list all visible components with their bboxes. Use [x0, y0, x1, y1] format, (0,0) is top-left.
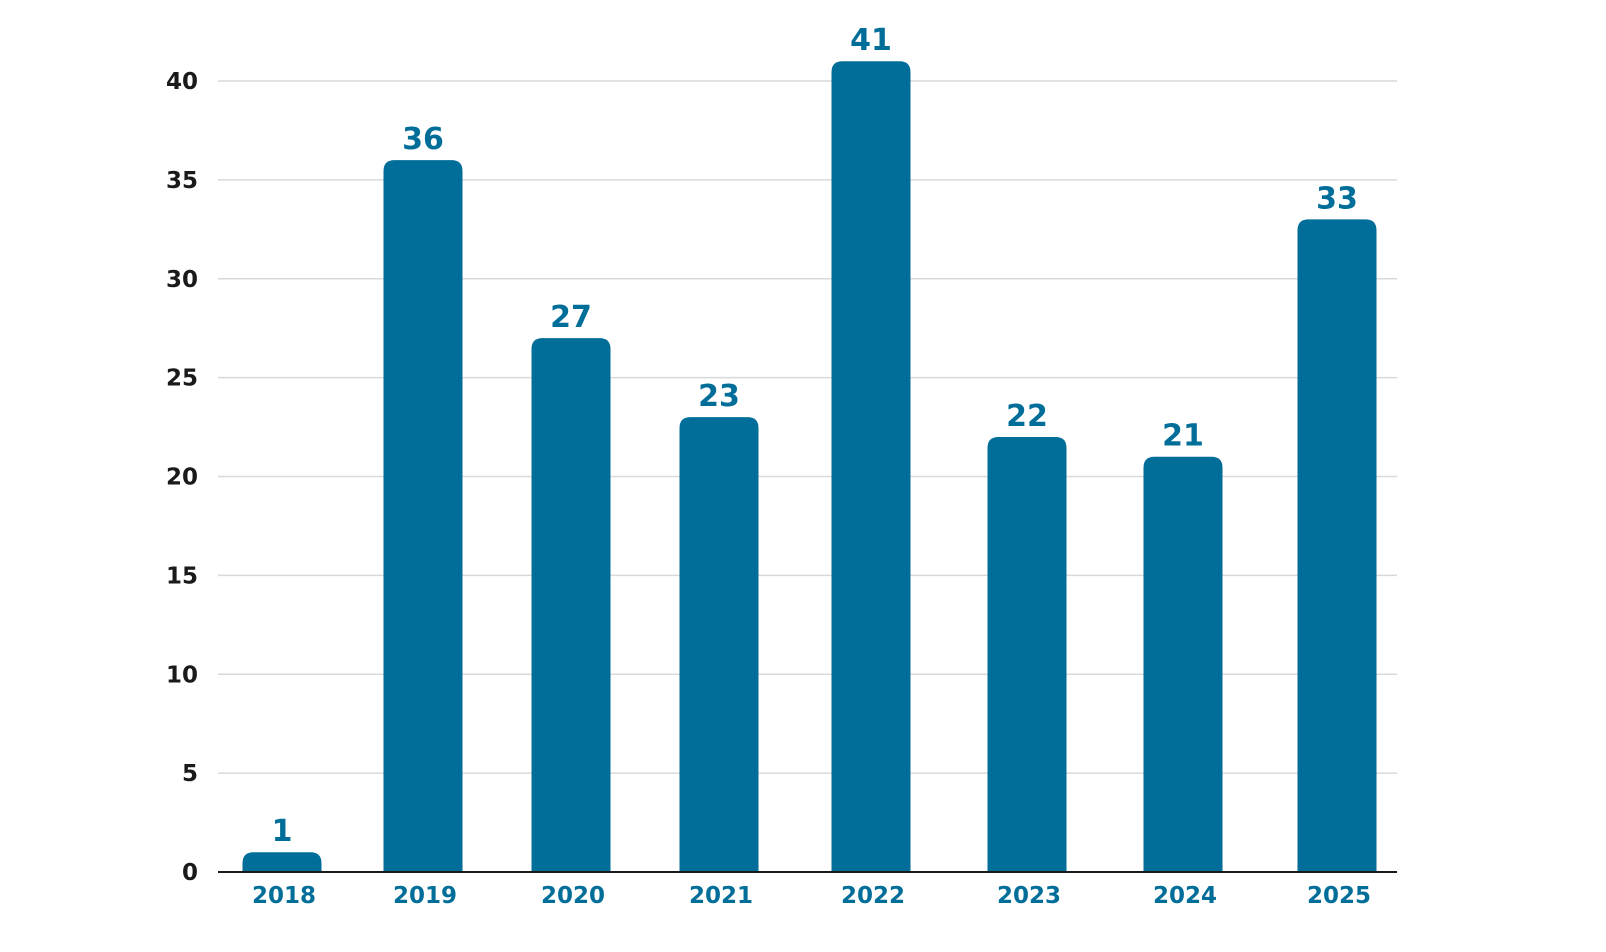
y-tick-label: 25 [166, 366, 198, 392]
y-tick-label: 40 [166, 69, 198, 95]
y-tick-label: 35 [166, 168, 198, 194]
x-tick-label-2019: 2019 [393, 883, 457, 909]
y-tick-label: 20 [166, 465, 198, 491]
data-label-2023: 22 [1006, 399, 1048, 434]
bar-2021 [679, 417, 759, 872]
data-label-2018: 1 [272, 814, 293, 849]
x-tick-label-2021: 2021 [689, 883, 753, 909]
bars [242, 61, 1377, 873]
bar-2018 [242, 852, 322, 872]
x-axis-tick-labels: 2018 2019 2020 2021 2022 2023 2024 2025 [252, 883, 1371, 909]
data-label-2019: 36 [402, 122, 444, 157]
y-tick-label: 10 [166, 662, 198, 688]
x-tick-label-2020: 2020 [541, 883, 605, 909]
x-tick-label-2025: 2025 [1307, 883, 1371, 909]
data-labels: 1 36 27 23 41 22 21 33 [272, 23, 1358, 849]
data-label-2025: 33 [1316, 181, 1358, 216]
y-tick-label: 30 [166, 267, 198, 293]
bar-2025 [1297, 219, 1377, 873]
bar-2023 [987, 436, 1067, 872]
x-tick-label-2022: 2022 [841, 883, 905, 909]
data-label-2021: 23 [698, 379, 740, 414]
y-tick-label: 0 [182, 860, 198, 886]
bar-2024 [1143, 456, 1223, 872]
x-tick-label-2024: 2024 [1153, 883, 1217, 909]
bar-2020 [531, 338, 611, 872]
y-tick-label: 5 [182, 761, 198, 787]
y-tick-label: 15 [166, 563, 198, 589]
data-label-2024: 21 [1162, 419, 1204, 454]
x-tick-label-2018: 2018 [252, 883, 316, 909]
y-axis-tick-labels: 0 5 10 15 20 25 30 35 40 [166, 69, 198, 886]
bar-2019 [383, 160, 463, 873]
data-label-2020: 27 [550, 300, 592, 335]
data-label-2022: 41 [850, 23, 892, 58]
bar-2022 [831, 61, 911, 873]
x-tick-label-2023: 2023 [997, 883, 1061, 909]
